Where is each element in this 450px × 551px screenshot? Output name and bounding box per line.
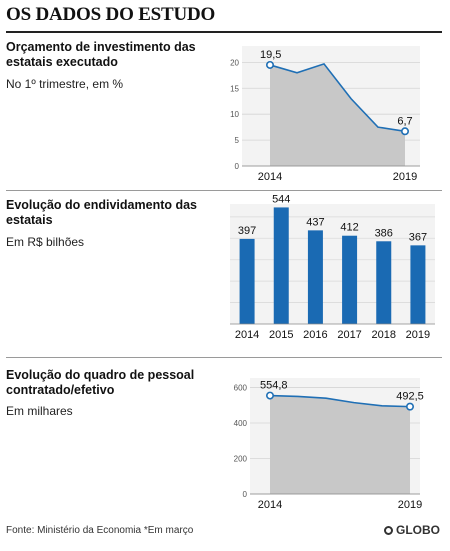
data-point-marker bbox=[406, 402, 415, 411]
x-tick-label: 2018 bbox=[372, 329, 396, 341]
data-label: 397 bbox=[238, 225, 256, 237]
globo-logo: GLOBO bbox=[384, 523, 440, 537]
y-tick-label: 400 bbox=[234, 419, 248, 428]
series-line bbox=[269, 62, 406, 133]
area-fill bbox=[270, 63, 405, 166]
series-line bbox=[269, 394, 411, 408]
chart2-title: Evolução do endividamento das estatais bbox=[6, 198, 198, 227]
data-label: 492,5 bbox=[396, 391, 424, 403]
staff-chart: 0 200 400 600 554,8 492,5 2014 2019 bbox=[234, 378, 424, 511]
bar bbox=[307, 230, 323, 324]
bar bbox=[376, 241, 392, 324]
y-tick-label: 20 bbox=[230, 58, 239, 67]
debt-chart: 397 2014 544 2015 437 2016 412 2017 386 2018 367 20… bbox=[230, 193, 435, 341]
page-title: OS DADOS DO ESTUDO bbox=[6, 4, 216, 25]
chart3-title: Evolução do quadro de pessoal contratado… bbox=[6, 368, 195, 397]
data-label: 544 bbox=[272, 193, 290, 205]
chart1-title: Orçamento de investimento das estatais e… bbox=[6, 40, 196, 69]
source-note: Fonte: Ministério da Economia *Em março bbox=[6, 525, 194, 536]
bar bbox=[410, 245, 426, 324]
data-label: 412 bbox=[340, 222, 358, 234]
area-fill bbox=[270, 395, 410, 494]
y-tick-label: 600 bbox=[234, 384, 248, 393]
data-point-marker bbox=[401, 127, 410, 136]
bar bbox=[273, 207, 289, 324]
x-tick-label: 2014 bbox=[258, 499, 282, 511]
y-tick-label: 5 bbox=[235, 136, 240, 145]
data-label: 367 bbox=[409, 231, 427, 243]
y-tick-label: 200 bbox=[234, 455, 248, 464]
divider bbox=[6, 357, 442, 358]
y-tick-label: 15 bbox=[230, 84, 239, 93]
data-point-marker bbox=[265, 391, 274, 400]
data-label: 437 bbox=[306, 216, 324, 228]
investment-chart: 0 5 10 15 20 19,5 6,7 2014 2019 bbox=[230, 46, 420, 183]
y-tick-label: 10 bbox=[230, 110, 239, 119]
x-tick-label: 2015 bbox=[269, 329, 293, 341]
logo-ring-icon bbox=[384, 525, 393, 535]
data-point-marker bbox=[265, 60, 274, 69]
data-label: 6,7 bbox=[397, 115, 412, 127]
x-tick-label: 2019 bbox=[398, 499, 422, 511]
y-tick-label: 0 bbox=[243, 490, 248, 499]
logo-text: GLOBO bbox=[396, 523, 440, 537]
x-tick-label: 2019 bbox=[406, 329, 430, 341]
divider bbox=[6, 190, 442, 191]
x-tick-label: 2019 bbox=[393, 171, 417, 183]
x-tick-label: 2014 bbox=[235, 329, 259, 341]
data-label: 554,8 bbox=[260, 380, 288, 392]
chart1-subtitle: No 1º trimestre, em % bbox=[6, 77, 124, 91]
chart3-subtitle: Em milhares bbox=[6, 404, 73, 418]
x-tick-label: 2016 bbox=[303, 329, 327, 341]
x-tick-label: 2017 bbox=[337, 329, 361, 341]
chart2-subtitle: Em R$ bilhões bbox=[6, 235, 85, 249]
bar bbox=[239, 238, 255, 324]
data-label: 386 bbox=[375, 227, 393, 239]
plot-background bbox=[230, 204, 435, 324]
bar bbox=[342, 235, 358, 324]
y-tick-label: 0 bbox=[235, 162, 240, 171]
title-rule bbox=[6, 31, 442, 33]
data-label: 19,5 bbox=[260, 49, 281, 61]
x-tick-label: 2014 bbox=[258, 171, 282, 183]
